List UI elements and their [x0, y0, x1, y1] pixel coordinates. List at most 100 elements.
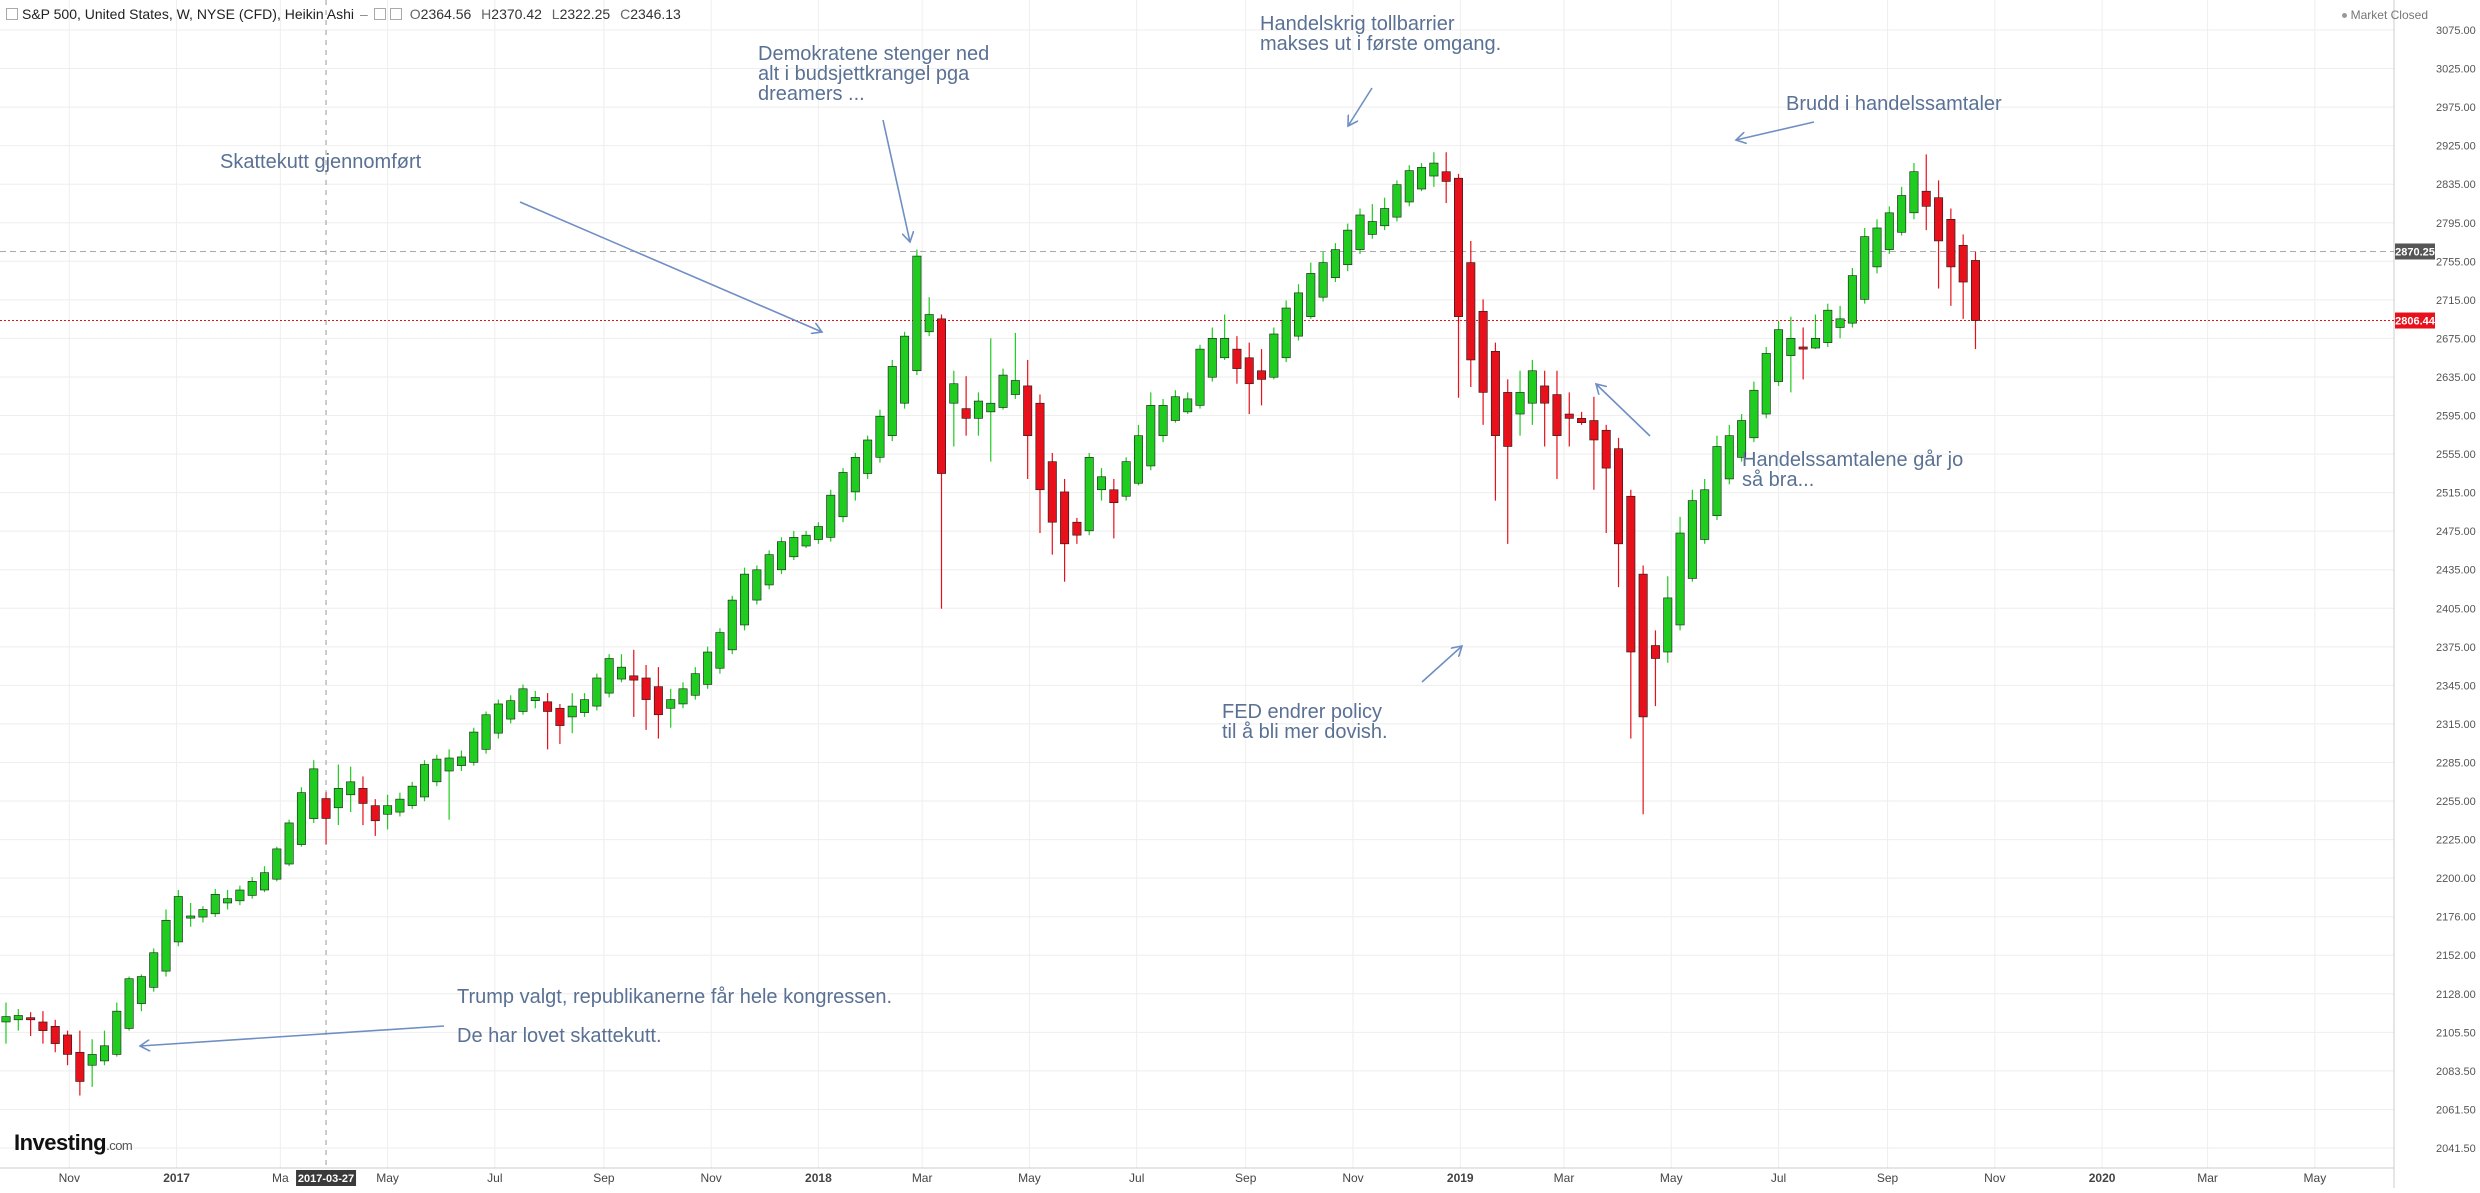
- candle-body: [1663, 597, 1673, 653]
- y-tick-label: 2083.50: [2436, 1066, 2476, 1078]
- candle: [161, 909, 171, 977]
- candle: [1466, 240, 1476, 387]
- candle-body: [789, 537, 799, 558]
- candle-body: [1601, 429, 1611, 469]
- annotation-brudd: Brudd i handelssamtaler: [1736, 93, 2002, 140]
- candle-body: [949, 383, 959, 404]
- candle: [838, 468, 848, 523]
- candle: [1564, 392, 1574, 447]
- candle-body: [1749, 389, 1759, 439]
- investing-logo: Investing.com: [14, 1130, 133, 1156]
- annotation-text: alt i budsjettkrangel pga: [758, 63, 970, 85]
- candle-body: [112, 1010, 122, 1055]
- annotation-text: Skattekutt gjennomført: [220, 151, 422, 173]
- candle-body: [1380, 208, 1390, 227]
- candle: [1269, 327, 1279, 380]
- y-tick-label: 2435.00: [2436, 565, 2476, 577]
- candle-body: [998, 374, 1008, 408]
- y-tick-label: 2152.00: [2436, 950, 2476, 962]
- candle: [1897, 186, 1907, 236]
- candle-body: [50, 1026, 60, 1044]
- candle: [1909, 163, 1919, 220]
- x-tick-label: Nov: [1342, 1171, 1363, 1185]
- x-tick-label: Sep: [1235, 1171, 1257, 1185]
- close-square-icon[interactable]: [389, 8, 402, 20]
- candle: [481, 711, 491, 754]
- candle-body: [1417, 167, 1427, 190]
- annotation-text: Demokratene stenger ned: [758, 43, 989, 65]
- candle: [1441, 152, 1451, 204]
- candle: [1158, 398, 1168, 443]
- x-tick-label: Mar: [912, 1171, 933, 1185]
- candle-body: [383, 805, 393, 815]
- candle: [1589, 396, 1599, 490]
- candle: [727, 595, 737, 655]
- candle: [38, 1011, 48, 1044]
- candle: [1146, 392, 1156, 471]
- candle: [1798, 327, 1808, 380]
- candle: [1195, 344, 1205, 409]
- candle-body: [260, 872, 269, 891]
- candle: [518, 684, 528, 715]
- candle-body: [1060, 491, 1070, 545]
- candle: [900, 331, 910, 409]
- candle-body: [1097, 476, 1107, 491]
- candle: [1540, 370, 1550, 447]
- candle: [863, 435, 873, 479]
- legend-dropdown-icon[interactable]: –: [359, 6, 368, 22]
- candle: [1700, 478, 1710, 544]
- candle: [1355, 208, 1365, 254]
- y-tick-label: 2405.00: [2436, 603, 2476, 615]
- candle: [592, 673, 602, 711]
- candle: [1010, 332, 1020, 399]
- candle: [973, 392, 983, 436]
- candle-body: [272, 848, 282, 880]
- candle: [370, 799, 380, 836]
- candle-body: [13, 1015, 23, 1021]
- candle-body: [863, 439, 873, 474]
- candle-body: [740, 573, 750, 626]
- candle-body: [1700, 489, 1710, 540]
- candle: [26, 1012, 36, 1037]
- candle-body: [1552, 394, 1562, 436]
- candle: [629, 649, 639, 717]
- candle: [112, 1002, 122, 1057]
- candle: [543, 693, 553, 750]
- y-tick-label: 2595.00: [2436, 411, 2476, 423]
- candle-body: [1860, 236, 1870, 300]
- y-tick-label: 2285.00: [2436, 757, 2476, 769]
- candle-body: [1503, 392, 1513, 447]
- candle: [1761, 346, 1771, 419]
- candle-body: [136, 976, 146, 1004]
- candle: [1614, 437, 1624, 588]
- candle-body: [1934, 197, 1944, 242]
- candle-body: [481, 714, 491, 750]
- crosshair-date-label: 2017-03-27: [298, 1173, 354, 1185]
- candle: [247, 877, 257, 899]
- candle-body: [1343, 229, 1353, 266]
- candle-body: [838, 472, 848, 518]
- candle-body: [1626, 495, 1636, 653]
- candle-body: [567, 705, 577, 718]
- candle: [1737, 414, 1747, 462]
- candle: [555, 703, 565, 744]
- ohlc-open: 2364.56: [420, 6, 472, 22]
- candle-body: [690, 673, 700, 696]
- annotation-text: FED endrer policy: [1222, 701, 1382, 723]
- ohlc-high: 2370.42: [491, 6, 542, 22]
- candle-body: [1010, 380, 1020, 395]
- candle: [50, 1019, 60, 1053]
- ohlc-readout: O2364.56 H2370.42 L2322.25 C2346.13: [409, 6, 681, 22]
- candle: [1835, 305, 1845, 339]
- candle: [1577, 411, 1587, 425]
- candle-body: [1454, 177, 1463, 317]
- settings-square-icon[interactable]: [373, 8, 386, 20]
- candle-body: [1946, 219, 1956, 268]
- collapse-square-icon[interactable]: [6, 8, 18, 20]
- candle: [1121, 457, 1131, 501]
- candle: [13, 1008, 23, 1031]
- candle-body: [1232, 348, 1242, 369]
- candle-body: [1527, 370, 1537, 404]
